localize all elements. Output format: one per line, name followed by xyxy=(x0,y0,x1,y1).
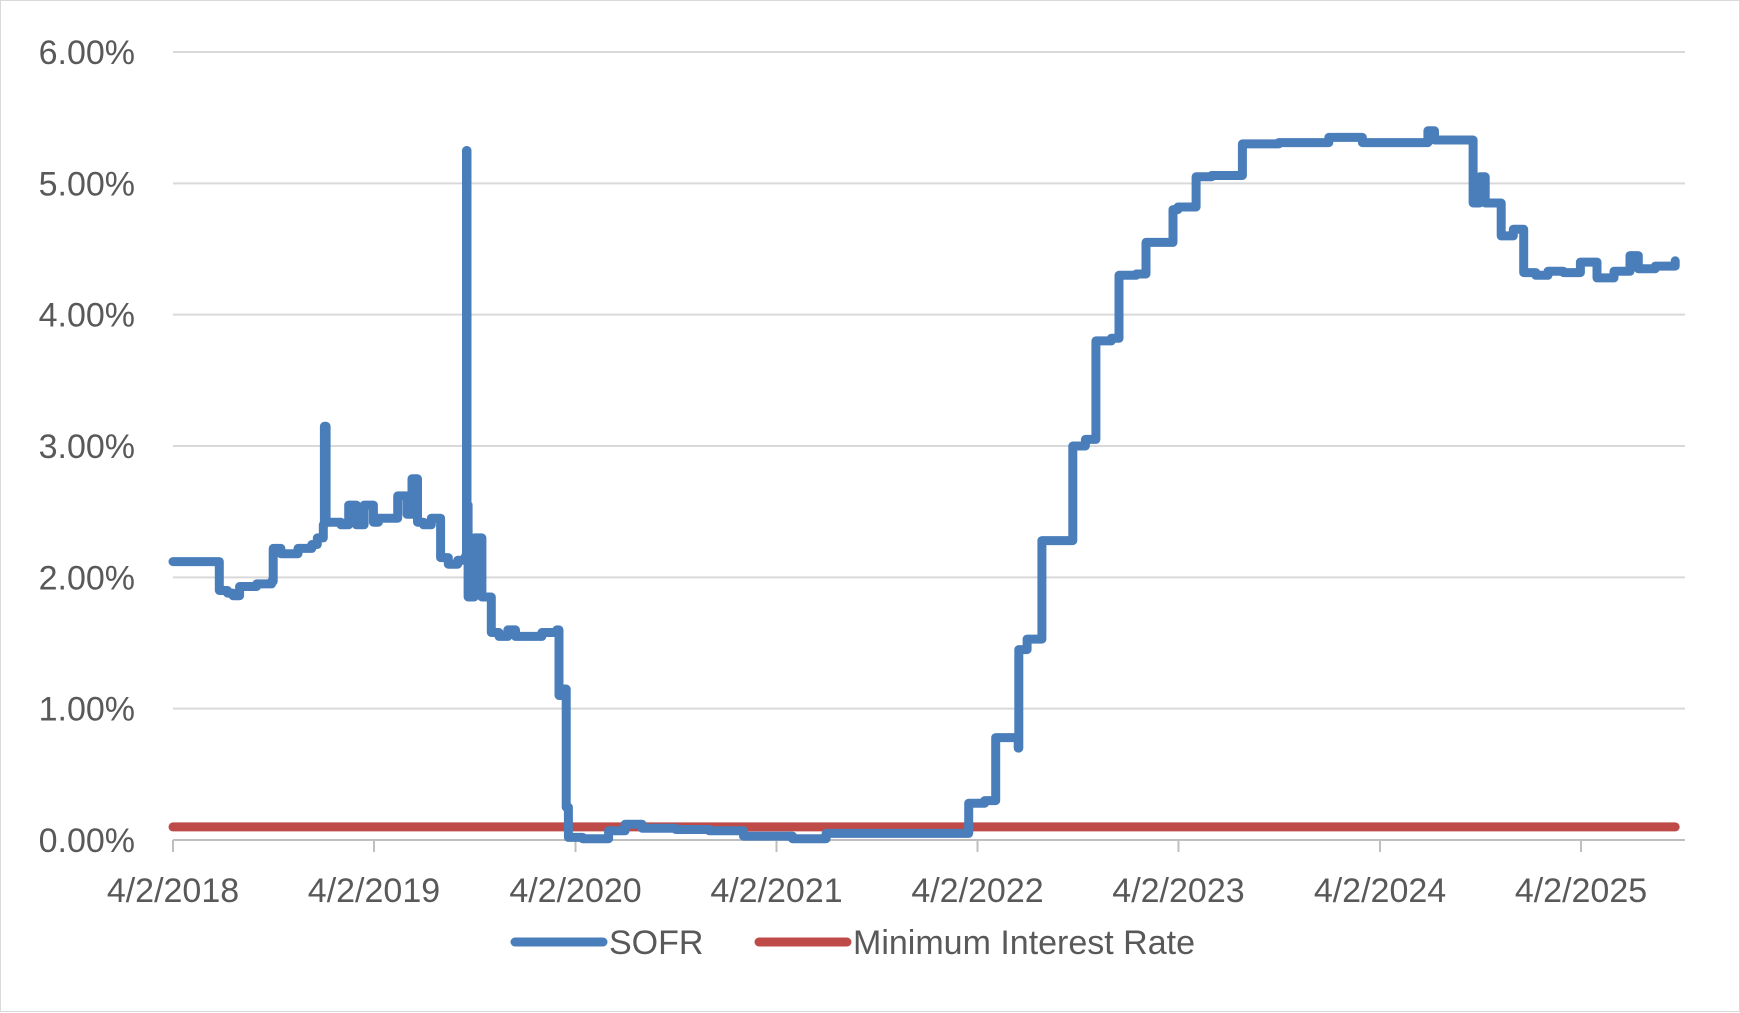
y-axis-labels: 0.00% 1.00% 2.00% 3.00% 4.00% 5.00% 6.00% xyxy=(39,34,135,860)
y-tick-label: 6.00% xyxy=(39,34,135,72)
x-tick-label: 4/2/2021 xyxy=(710,872,842,910)
series-lines xyxy=(168,126,1680,844)
x-tick-label: 4/2/2022 xyxy=(911,872,1043,910)
x-tick-label: 4/2/2023 xyxy=(1112,872,1244,910)
x-tick-label: 4/2/2019 xyxy=(308,872,440,910)
gridlines xyxy=(173,51,1685,710)
sofr-line xyxy=(168,126,1680,844)
y-tick-label: 2.00% xyxy=(39,559,135,597)
y-tick-label: 1.00% xyxy=(39,691,135,729)
x-tick-label: 4/2/2025 xyxy=(1515,872,1647,910)
x-axis xyxy=(172,839,1685,852)
x-axis-labels: 4/2/2018 4/2/2019 4/2/2020 4/2/2021 4/2/2022… xyxy=(107,872,1647,910)
y-tick-label: 4.00% xyxy=(39,297,135,335)
legend-item-minimum-interest-rate: Minimum Interest Rate xyxy=(754,924,1195,962)
legend-label: SOFR xyxy=(609,924,703,962)
y-tick-label: 3.00% xyxy=(39,428,135,466)
legend-label: Minimum Interest Rate xyxy=(853,924,1195,962)
y-tick-label: 5.00% xyxy=(39,165,135,203)
legend-item-sofr: SOFR xyxy=(510,924,703,962)
y-tick-label: 0.00% xyxy=(39,822,135,860)
legend: SOFR Minimum Interest Rate xyxy=(510,924,1195,962)
x-tick-label: 4/2/2024 xyxy=(1314,872,1446,910)
x-tick-label: 4/2/2020 xyxy=(509,872,641,910)
x-tick-label: 4/2/2018 xyxy=(107,872,239,910)
